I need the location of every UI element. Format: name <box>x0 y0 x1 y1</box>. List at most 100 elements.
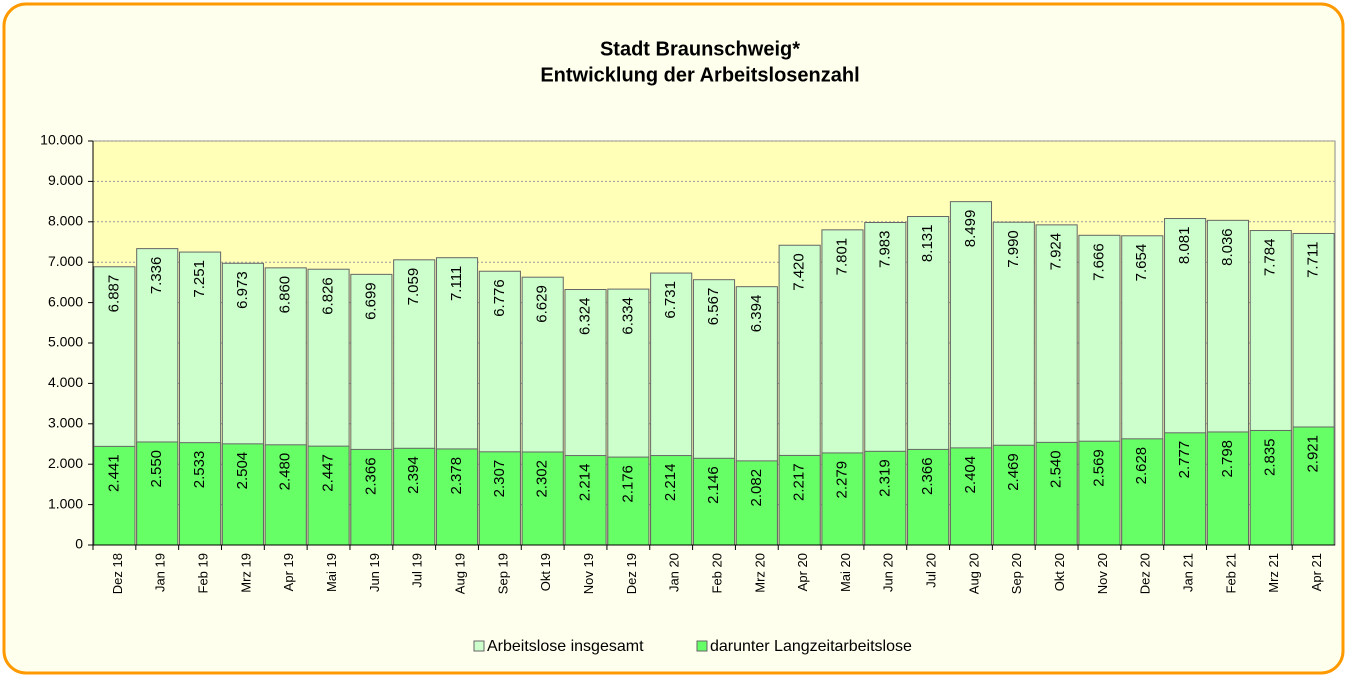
data-label: 2.835 <box>1262 438 1279 476</box>
y-tick-label: 5.000 <box>48 334 83 350</box>
data-label: 6.394 <box>748 295 765 333</box>
data-label: 6.699 <box>362 282 379 320</box>
data-label: 2.214 <box>576 464 593 502</box>
data-label: 2.569 <box>1090 449 1107 487</box>
bar <box>93 445 136 546</box>
bar <box>692 457 736 546</box>
data-label: 2.217 <box>791 463 808 501</box>
x-tick-label: Jan 19 <box>153 553 168 592</box>
bar <box>949 447 993 546</box>
data-label: 7.983 <box>876 230 893 268</box>
data-label: 6.860 <box>277 276 294 314</box>
data-label: 6.887 <box>105 275 122 313</box>
bar <box>307 445 350 546</box>
data-label: 7.336 <box>148 257 165 295</box>
data-label: 2.378 <box>448 457 465 495</box>
data-label: 8.499 <box>962 210 979 248</box>
data-label: 2.146 <box>705 466 722 504</box>
x-tick-label: Jan 21 <box>1181 553 1196 592</box>
data-label: 2.447 <box>320 454 337 492</box>
x-tick-label: Dez 18 <box>110 553 125 594</box>
x-tick-label: Sep 19 <box>495 553 510 594</box>
data-label: 2.279 <box>833 461 850 499</box>
data-label: 7.711 <box>1305 241 1322 277</box>
data-label: 8.131 <box>919 225 936 263</box>
chart-subtitle: Entwicklung der Arbeitslosenzahl <box>540 64 859 86</box>
y-tick-label: 6.000 <box>48 293 83 309</box>
x-tick-label: Feb 19 <box>196 553 211 593</box>
x-tick-label: Mrz 21 <box>1266 553 1281 593</box>
y-tick-label: 2.000 <box>48 455 83 471</box>
x-tick-label: Mrz 19 <box>238 553 253 593</box>
data-label: 2.366 <box>919 457 936 495</box>
x-tick-label: Dez 19 <box>624 553 639 594</box>
x-tick-label: Dez 20 <box>1138 553 1153 594</box>
x-tick-label: Aug 20 <box>966 553 981 594</box>
bar <box>1035 441 1078 546</box>
bar <box>607 456 650 546</box>
data-label: 2.480 <box>277 453 294 491</box>
x-tick-label: Apr 19 <box>281 553 296 591</box>
x-tick-label: Mai 20 <box>838 553 853 592</box>
y-tick-label: 1.000 <box>48 495 83 511</box>
bar <box>521 451 564 546</box>
x-tick-label: Feb 20 <box>709 553 724 593</box>
data-label: 2.366 <box>362 457 379 495</box>
y-tick-label: 9.000 <box>48 172 83 188</box>
bar <box>1164 432 1207 546</box>
x-tick-label: Jun 20 <box>881 553 896 592</box>
x-tick-label: Aug 19 <box>452 553 467 594</box>
bar <box>650 455 693 546</box>
data-label: 7.251 <box>191 260 208 298</box>
bar <box>1121 438 1164 546</box>
data-label: 7.801 <box>833 238 850 276</box>
data-label: 2.533 <box>191 451 208 489</box>
data-label: 8.036 <box>1219 228 1236 266</box>
y-tick-label: 4.000 <box>48 374 83 390</box>
data-label: 7.059 <box>405 268 422 306</box>
x-tick-label: Jan 20 <box>667 553 682 592</box>
data-label: 6.629 <box>534 285 551 323</box>
bar <box>907 448 950 546</box>
data-label: 2.214 <box>662 464 679 502</box>
legend-swatch <box>473 640 485 652</box>
data-label: 7.654 <box>1133 244 1150 282</box>
data-label: 2.550 <box>148 450 165 488</box>
data-label: 2.082 <box>748 469 765 507</box>
chart-title: Stadt Braunschweig* <box>600 38 800 60</box>
data-label: 2.176 <box>619 465 636 503</box>
x-tick-label: Apr 20 <box>795 553 810 591</box>
data-label: 2.921 <box>1305 435 1322 473</box>
data-label: 2.798 <box>1219 440 1236 478</box>
data-label: 2.540 <box>1048 450 1065 488</box>
data-label: 7.924 <box>1048 233 1065 271</box>
data-label: 6.567 <box>705 288 722 326</box>
x-tick-label: Nov 20 <box>1095 553 1110 594</box>
data-label: 6.973 <box>234 271 251 309</box>
data-label: 2.777 <box>1176 441 1193 479</box>
x-tick-label: Okt 20 <box>1052 553 1067 591</box>
data-label: 8.081 <box>1176 227 1193 265</box>
data-label: 6.731 <box>662 281 679 319</box>
bar <box>350 448 393 546</box>
data-label: 6.324 <box>576 298 593 336</box>
data-label: 7.666 <box>1090 243 1107 281</box>
data-label: 7.111 <box>448 266 465 301</box>
bar <box>778 454 821 546</box>
x-tick-label: Apr 21 <box>1309 553 1324 591</box>
x-tick-label: Okt 19 <box>538 553 553 591</box>
bar <box>992 444 1035 546</box>
legend-label: Arbeitslose insgesamt <box>487 638 644 655</box>
data-label: 6.826 <box>320 277 337 315</box>
x-tick-label: Jul 19 <box>410 553 425 588</box>
bar <box>478 451 521 546</box>
bar <box>435 448 479 546</box>
bar <box>735 460 778 546</box>
data-label: 2.504 <box>234 452 251 490</box>
legend-label: darunter Langzeitarbeitslose <box>710 638 912 655</box>
bar <box>136 441 179 546</box>
data-label: 7.420 <box>791 253 808 291</box>
data-label: 2.404 <box>962 456 979 494</box>
data-label: 7.990 <box>1005 230 1022 268</box>
